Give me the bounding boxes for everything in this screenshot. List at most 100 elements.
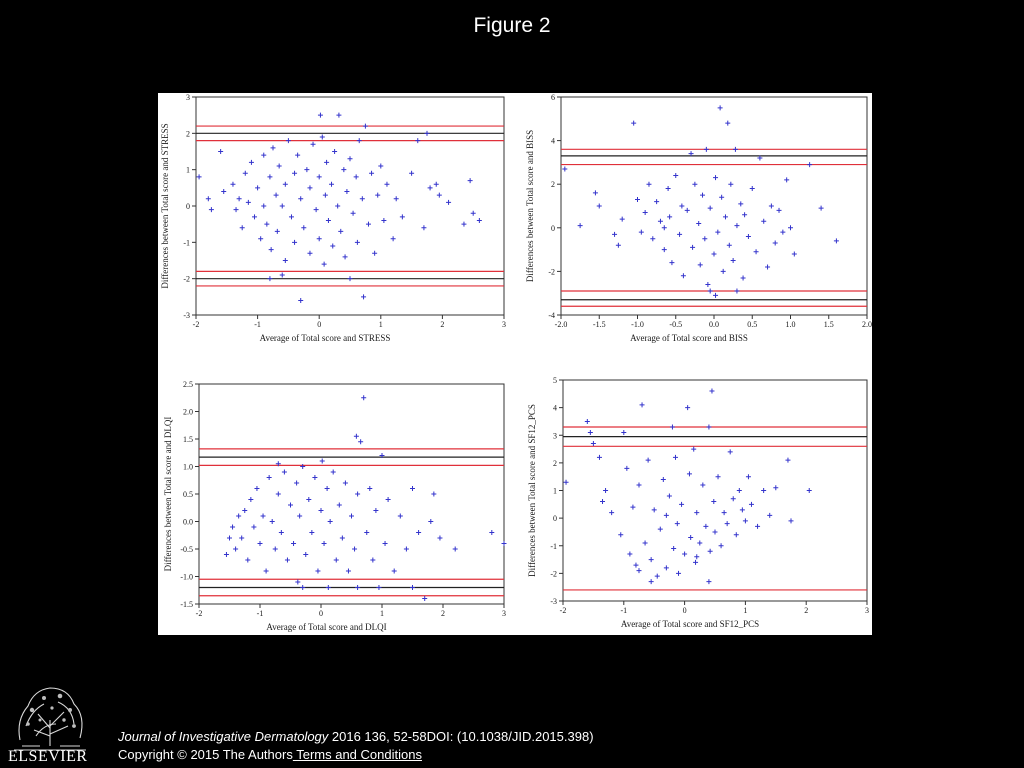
data-point-stress-9 xyxy=(245,199,251,205)
data-point-dlqi-9 xyxy=(251,524,257,530)
data-point-dlqi-48 xyxy=(358,439,364,445)
data-point-dlqi-32 xyxy=(318,508,324,513)
data-point-dlqi-14 xyxy=(266,475,272,480)
data-point-stress-57 xyxy=(350,210,356,216)
x-tick-label-stress-4: 2 xyxy=(440,320,444,329)
data-point-sf12-19 xyxy=(651,507,657,513)
data-point-sf12-31 xyxy=(682,551,688,557)
y-tick-label-dlqi-8: 2.5 xyxy=(183,380,193,389)
data-point-dlqi-13 xyxy=(263,568,269,574)
data-point-stress-23 xyxy=(279,203,285,209)
y-axis-label-stress: Differences between Total score and STRE… xyxy=(160,123,170,288)
data-point-sf12-63 xyxy=(788,518,794,524)
data-point-sf12-61 xyxy=(773,485,779,491)
data-point-biss-17 xyxy=(667,214,673,220)
data-point-stress-31 xyxy=(298,196,304,202)
data-point-stress-76 xyxy=(421,225,427,231)
data-point-stress-0 xyxy=(196,174,202,180)
data-point-stress-59 xyxy=(354,239,360,245)
data-point-biss-53 xyxy=(757,155,763,161)
data-point-dlqi-60 xyxy=(403,546,409,552)
data-point-stress-62 xyxy=(361,294,367,300)
data-point-stress-68 xyxy=(378,163,384,169)
data-point-sf12-5 xyxy=(600,499,606,505)
x-axis-label-biss: Average of Total score and BISS xyxy=(630,333,748,343)
data-point-stress-20 xyxy=(273,192,279,198)
data-point-biss-36 xyxy=(715,229,721,235)
data-point-biss-64 xyxy=(818,205,824,211)
data-point-stress-70 xyxy=(384,181,390,187)
x-tick-label-sf12-3: 1 xyxy=(743,606,747,615)
data-point-biss-47 xyxy=(738,201,744,207)
x-tick-label-stress-2: 0 xyxy=(317,320,321,329)
data-point-dlqi-1 xyxy=(227,535,232,541)
data-point-stress-89 xyxy=(233,207,239,213)
data-point-sf12-68 xyxy=(694,554,700,560)
y-tick-label-sf12-7: 4 xyxy=(553,404,557,413)
y-tick-label-biss-4: 4 xyxy=(551,137,555,146)
data-point-dlqi-19 xyxy=(281,469,287,475)
data-point-dlqi-46 xyxy=(353,433,359,439)
data-point-stress-78 xyxy=(427,185,433,191)
y-tick-label-sf12-4: 1 xyxy=(553,487,557,496)
data-point-dlqi-66 xyxy=(437,535,443,541)
data-point-dlqi-12 xyxy=(260,513,266,519)
elsevier-tree-logo xyxy=(14,687,86,751)
data-point-biss-40 xyxy=(722,214,728,220)
data-point-stress-12 xyxy=(255,185,261,191)
data-point-dlqi-73 xyxy=(275,461,281,467)
data-point-stress-49 xyxy=(332,149,338,154)
data-point-dlqi-10 xyxy=(254,486,260,491)
data-point-biss-0 xyxy=(562,166,568,172)
x-tick-label-biss-1: -1.5 xyxy=(593,320,606,329)
data-point-sf12-25 xyxy=(669,424,675,430)
data-point-dlqi-38 xyxy=(330,469,336,475)
y-tick-label-stress-5: 2 xyxy=(186,129,190,138)
data-point-biss-50 xyxy=(745,234,751,240)
y-tick-label-dlqi-2: -0.5 xyxy=(180,545,193,554)
data-point-biss-61 xyxy=(788,225,793,231)
data-point-biss-56 xyxy=(768,203,774,209)
data-point-sf12-39 xyxy=(700,482,706,488)
data-point-sf12-14 xyxy=(636,482,642,488)
citation-details: 2016 136, 52-58DOI: (10.1038/JID.2015.39… xyxy=(328,729,594,744)
data-point-stress-42 xyxy=(319,134,325,140)
data-point-sf12-2 xyxy=(587,429,593,435)
data-point-biss-20 xyxy=(677,231,683,237)
data-point-biss-18 xyxy=(669,260,675,266)
data-point-dlqi-57 xyxy=(385,497,391,502)
data-point-stress-48 xyxy=(330,243,336,249)
data-point-stress-55 xyxy=(344,188,350,194)
x-axis-label-sf12: Average of Total score and SF12_PCS xyxy=(621,619,759,629)
data-point-stress-74 xyxy=(409,170,415,176)
data-point-sf12-13 xyxy=(633,562,639,568)
data-point-biss-10 xyxy=(642,210,648,216)
data-point-biss-44 xyxy=(730,258,736,263)
data-point-sf12-37 xyxy=(694,510,700,516)
data-point-stress-53 xyxy=(341,167,347,173)
data-point-biss-29 xyxy=(700,192,706,198)
data-point-stress-25 xyxy=(282,181,288,187)
x-axis-label-dlqi: Average of Total score and DLQI xyxy=(266,622,386,632)
data-point-biss-49 xyxy=(742,212,748,218)
data-point-stress-41 xyxy=(317,112,323,118)
y-tick-label-sf12-5: 2 xyxy=(553,459,557,468)
data-point-dlqi-44 xyxy=(349,513,354,519)
data-point-stress-19 xyxy=(270,145,276,151)
data-point-biss-14 xyxy=(657,218,663,224)
data-point-dlqi-59 xyxy=(397,513,403,519)
data-point-biss-30 xyxy=(702,236,708,242)
y-tick-label-dlqi-7: 2.0 xyxy=(183,408,193,417)
data-point-stress-28 xyxy=(292,170,298,176)
data-point-biss-41 xyxy=(725,120,731,126)
data-point-dlqi-50 xyxy=(364,530,370,535)
data-point-stress-18 xyxy=(268,247,274,253)
data-point-stress-54 xyxy=(342,254,348,260)
data-point-dlqi-52 xyxy=(370,557,376,563)
x-tick-label-stress-0: -2 xyxy=(193,320,200,329)
data-point-dlqi-4 xyxy=(236,513,242,519)
data-point-stress-47 xyxy=(329,181,335,187)
data-point-stress-32 xyxy=(298,297,304,303)
terms-link[interactable]: Terms and Conditions xyxy=(292,747,422,762)
